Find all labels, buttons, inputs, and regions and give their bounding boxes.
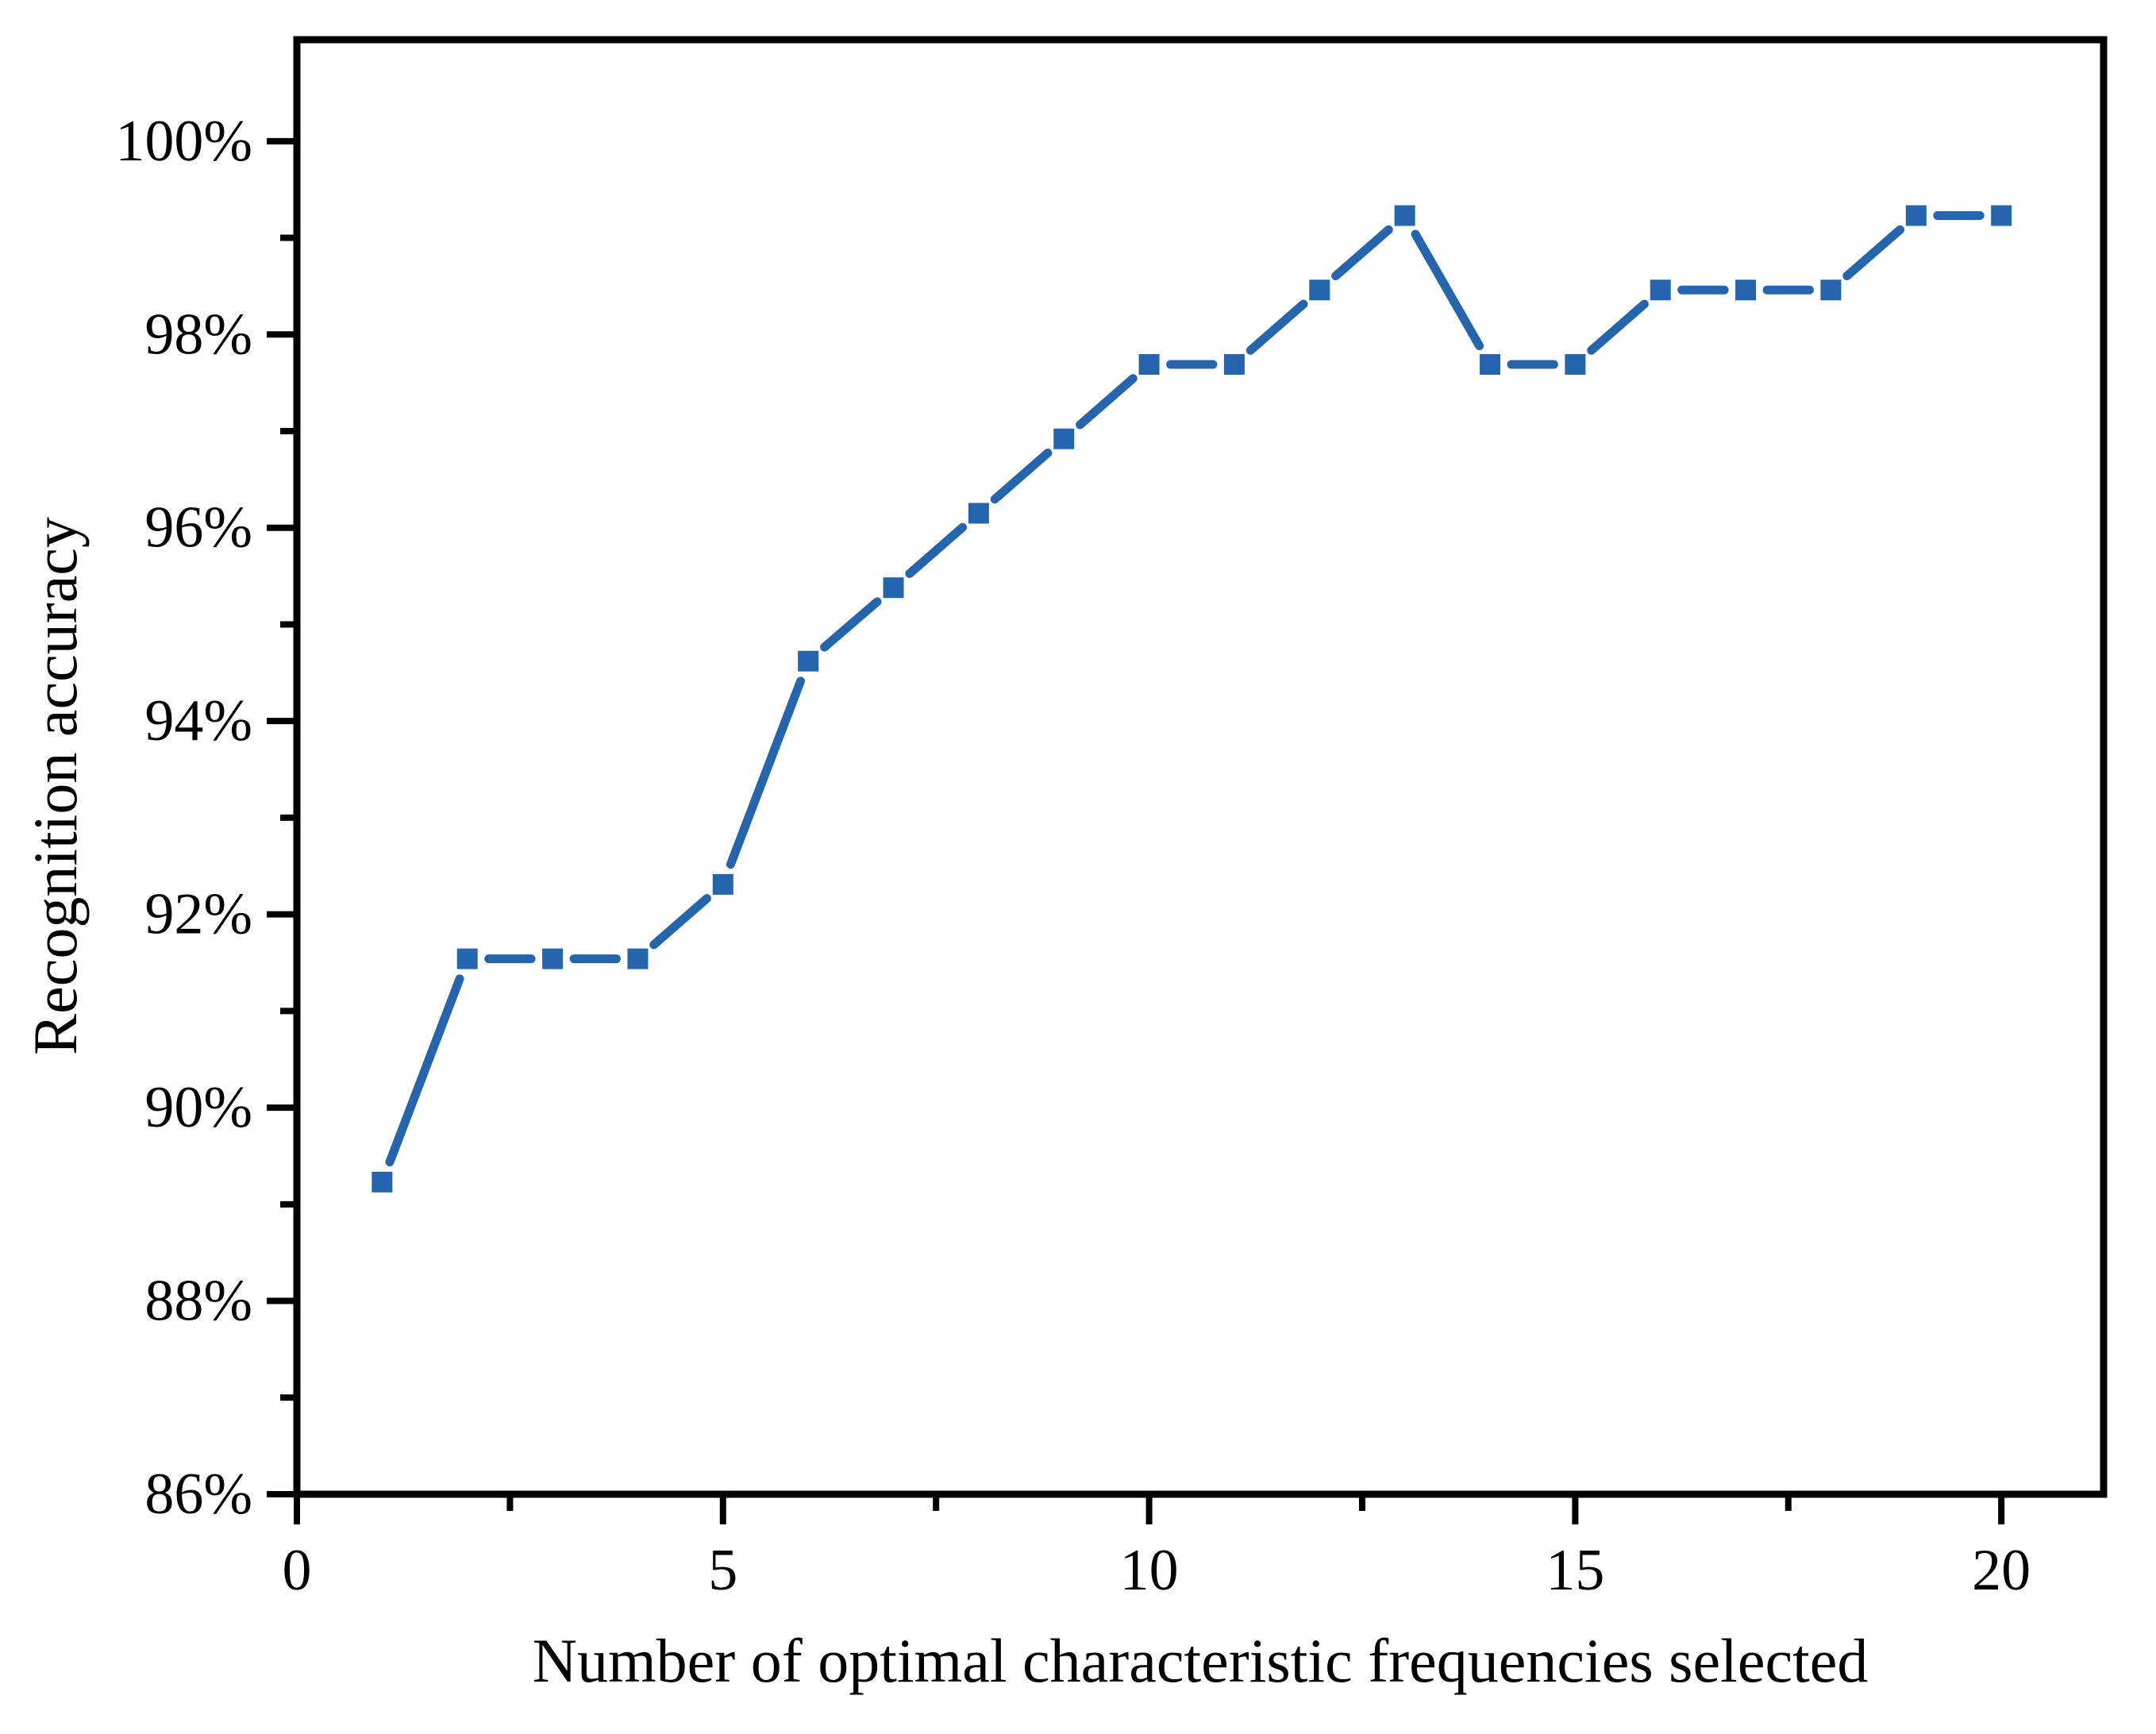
data-point-marker: [883, 577, 904, 599]
series-line-segment: [1411, 229, 1484, 351]
series-line-segment: [385, 974, 464, 1167]
series-line-segment: [649, 894, 711, 950]
y-tick-label: 90%: [144, 1075, 252, 1140]
series-line-segment: [990, 448, 1053, 504]
y-tick-label: 88%: [144, 1269, 252, 1334]
data-point-marker: [1650, 279, 1671, 301]
plot-border: [293, 36, 2108, 1498]
x-tick-label: 15: [1546, 1538, 1604, 1603]
data-point-marker: [968, 503, 989, 524]
data-point-marker: [1905, 205, 1927, 226]
data-point-marker: [798, 650, 819, 672]
data-series: [372, 205, 2012, 1193]
y-tick-label: 100%: [115, 109, 252, 174]
series-line-segment: [1842, 225, 1904, 281]
data-point-marker: [1820, 279, 1842, 301]
series-line-segment: [1076, 374, 1138, 430]
y-tick-label: 98%: [144, 302, 252, 367]
x-tick-label: 10: [1120, 1538, 1179, 1603]
series-line-segment: [1587, 299, 1649, 355]
data-point-marker: [1394, 205, 1415, 226]
data-point-marker: [1053, 428, 1075, 449]
data-point-marker: [1138, 354, 1160, 376]
plot-frame: [293, 36, 2108, 1498]
data-point-marker: [1565, 354, 1586, 376]
data-point-marker: [372, 1171, 393, 1193]
y-axis-title: Recognition accuracy: [21, 517, 90, 1055]
y-tick-label: 94%: [144, 688, 252, 753]
y-tick-label: 86%: [144, 1462, 252, 1527]
axis-tick-labels: 86% 88% 90% 92% 94% 96% 98% 100% 0 5 10 15 20: [115, 109, 2031, 1603]
data-point-marker: [1223, 354, 1245, 376]
y-tick-label: 96%: [144, 495, 252, 561]
series-line-segment: [1245, 299, 1308, 355]
data-point-marker: [712, 873, 733, 895]
series-line-segment: [905, 522, 968, 578]
data-point-marker: [1480, 354, 1501, 376]
data-point-marker: [1309, 279, 1330, 301]
series-line-segment: [1331, 225, 1393, 281]
y-tick-label: 92%: [144, 882, 252, 947]
data-point-marker: [627, 948, 649, 969]
series-line-segment: [726, 676, 806, 869]
x-tick-label: 5: [708, 1538, 737, 1603]
x-tick-label: 0: [283, 1538, 312, 1603]
data-point-marker: [542, 948, 564, 969]
data-point-marker: [1991, 205, 2012, 226]
series-line-segment: [820, 597, 882, 652]
x-axis-title: Number of optimal characteristic frequen…: [533, 1626, 1869, 1695]
data-point-marker: [1735, 279, 1757, 301]
axis-ticks: [267, 137, 2005, 1524]
data-point-marker: [456, 948, 478, 969]
x-tick-label: 20: [1972, 1538, 2031, 1603]
